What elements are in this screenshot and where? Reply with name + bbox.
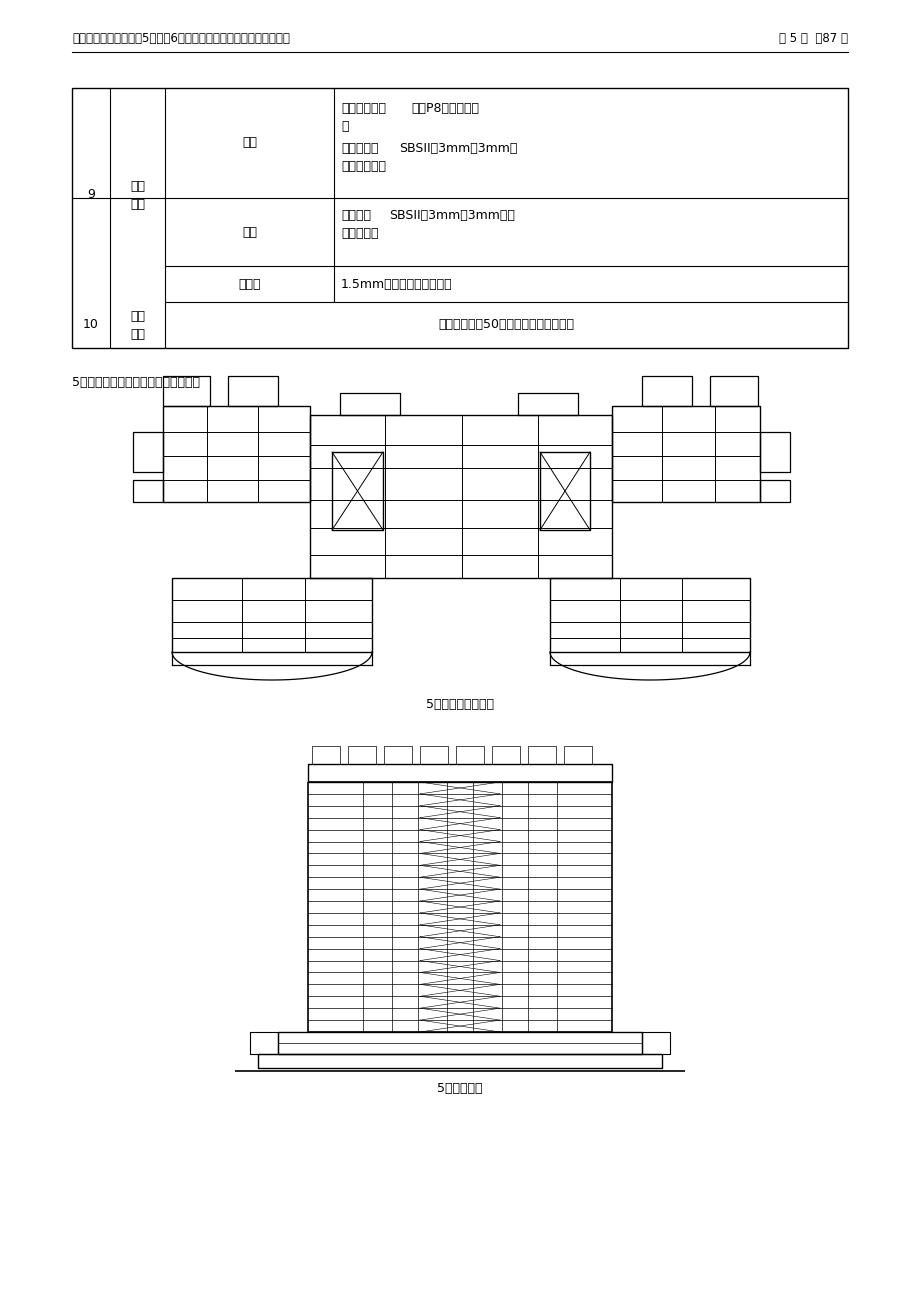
Text: 地下: 地下 xyxy=(242,137,256,150)
Text: 水: 水 xyxy=(341,120,348,133)
Text: 1.5mm厚聚氨酯涂膜防水层: 1.5mm厚聚氨酯涂膜防水层 xyxy=(341,277,452,290)
Text: 结构自防水：: 结构自防水： xyxy=(341,102,386,115)
Text: 9: 9 xyxy=(87,189,95,202)
Text: 卫生间: 卫生间 xyxy=(238,277,260,290)
Text: 5号楼剖面图: 5号楼剖面图 xyxy=(437,1082,482,1095)
Text: 胎防水卷材: 胎防水卷材 xyxy=(341,227,378,240)
Text: 解放军总医院颐晟小区5号楼、6号楼工程施工组织设计（土建部分）: 解放军总医院颐晟小区5号楼、6号楼工程施工组织设计（土建部分） xyxy=(72,31,289,44)
Text: 墙面
保温: 墙面 保温 xyxy=(130,310,145,341)
Text: 屋面: 屋面 xyxy=(242,225,256,238)
Text: 5号楼标准层平面图: 5号楼标准层平面图 xyxy=(425,698,494,711)
Text: 5号楼标准层平面图、剖面图如下图。: 5号楼标准层平面图、剖面图如下图。 xyxy=(72,376,199,389)
Text: SBSII型3mm＋3mm聚: SBSII型3mm＋3mm聚 xyxy=(399,142,516,155)
Text: 防水层：: 防水层： xyxy=(341,210,370,223)
Text: 防水
工程: 防水 工程 xyxy=(130,180,145,211)
Text: 10: 10 xyxy=(83,319,99,332)
Text: 弹性防水：: 弹性防水： xyxy=(341,142,378,155)
Text: 第 5 页  共87 页: 第 5 页 共87 页 xyxy=(778,31,847,44)
Text: 酯胎防水卷材: 酯胎防水卷材 xyxy=(341,160,386,173)
Text: 外墙外保温，50厚聚苯板外抹抗裂砂浆: 外墙外保温，50厚聚苯板外抹抗裂砂浆 xyxy=(438,319,573,332)
Text: SBSII型3mm＋3mm聚酯: SBSII型3mm＋3mm聚酯 xyxy=(389,210,515,223)
Text: 现浇P8抗渗砼自防: 现浇P8抗渗砼自防 xyxy=(411,102,479,115)
